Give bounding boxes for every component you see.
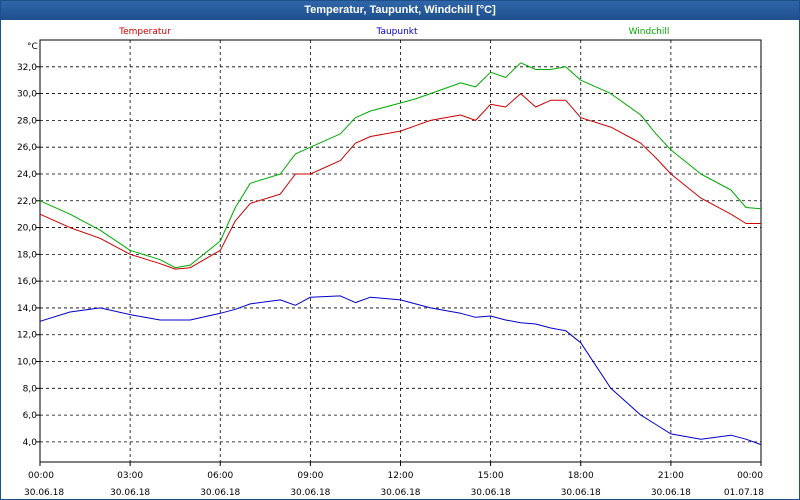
x-tick-date-label: 01.07.18 [724,488,764,498]
series-lines [39,62,762,446]
x-tick-time-label: 09:00 [297,471,323,481]
y-tick-label: 28,0 [17,116,37,126]
y-tick-label: 12,0 [17,331,37,341]
series-line-taupunkt [39,295,762,446]
y-tick-label: 8,0 [23,384,38,394]
y-tick-label: 30,0 [17,90,37,100]
x-tick-date-label: 30.06.18 [561,488,601,498]
x-tick-time-label: 15:00 [478,471,504,481]
y-tick-label: 20,0 [17,224,37,234]
y-tick-label: 14,0 [17,304,37,314]
legend-item-taupunkt: Taupunkt [375,27,418,37]
series-line-windchill [39,62,762,269]
x-tick-date-label: 30.06.18 [200,488,240,498]
legend-item-windchill: Windchill [629,27,670,37]
y-tick-label: 18,0 [17,250,37,260]
y-axis-ticks: 4,0 6,0 8,0 10,0 12,0 14,0 16,0 18,0 20,0 22,0 24,… [17,63,40,448]
y-tick-label: 26,0 [17,143,37,153]
x-tick-time-label: 12:00 [388,471,414,481]
x-tick-date-label: 30.06.18 [110,488,150,498]
x-axis-ticks: 00:00 30.06.18 03:00 30.06.18 06:00 30.06.18 0… [24,462,764,498]
x-tick-time-label: 06:00 [207,471,233,481]
x-tick-time-label: 18:00 [568,471,594,481]
x-tick-time-label: 00:00 [28,471,54,481]
legend: Temperatur Taupunkt Windchill [118,27,669,37]
x-tick-date-label: 30.06.18 [651,488,691,498]
y-axis-unit-label: °C [27,42,38,52]
series-line-temperatur [39,93,761,270]
y-tick-label: 10,0 [17,358,37,368]
x-tick-time-label: 03:00 [117,471,143,481]
y-tick-label: 24,0 [17,170,37,180]
x-tick-time-label: 00:00 [737,471,763,481]
legend-item-temperatur: Temperatur [118,27,171,37]
y-tick-label: 16,0 [17,277,37,287]
grid-lines [40,40,761,462]
y-tick-label: 22,0 [17,197,37,207]
x-tick-date-label: 30.06.18 [290,488,330,498]
y-tick-label: 6,0 [23,411,38,421]
y-tick-label: 4,0 [23,438,38,448]
y-tick-label: 32,0 [17,63,37,73]
x-tick-time-label: 21:00 [658,471,684,481]
window-title: Temperatur, Taupunkt, Windchill [°C] [1,1,799,20]
x-tick-date-label: 30.06.18 [471,488,511,498]
x-tick-date-label: 30.06.18 [24,488,64,498]
x-tick-date-label: 30.06.18 [380,488,420,498]
